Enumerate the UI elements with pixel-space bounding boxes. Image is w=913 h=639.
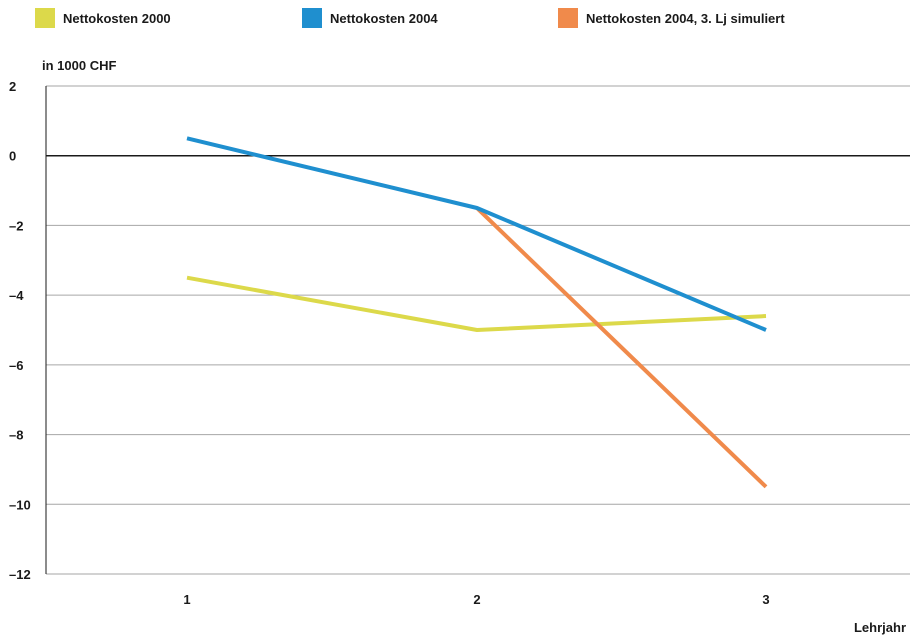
y-tick-label: 2: [9, 79, 16, 94]
legend-swatch-nettokosten-2004: [302, 8, 322, 28]
x-tick-label: 3: [762, 592, 769, 607]
series-line-2: [475, 206, 768, 489]
y-tick-label: –8: [9, 428, 23, 443]
series-layer: [186, 136, 768, 489]
legend-item-nettokosten-2000: Nettokosten 2000: [35, 8, 171, 28]
legend-item-nettokosten-2004: Nettokosten 2004: [302, 8, 438, 28]
y-tick-label: –12: [9, 567, 31, 582]
x-tick-label: 1: [183, 592, 190, 607]
y-tick-label: –4: [9, 288, 24, 303]
grid-layer: [45, 85, 910, 575]
legend-label-nettokosten-2000: Nettokosten 2000: [63, 10, 171, 26]
legend-swatch-nettokosten-2004-simuliert: [558, 8, 578, 28]
y-axis-title: in 1000 CHF: [42, 58, 116, 73]
chart-legend: Nettokosten 2000 Nettokosten 2004 Nettok…: [0, 0, 913, 40]
legend-item-nettokosten-2004-simuliert: Nettokosten 2004, 3. Lj simuliert: [558, 8, 785, 28]
y-tick-label: –6: [9, 358, 23, 373]
legend-label-nettokosten-2004: Nettokosten 2004: [330, 10, 438, 26]
y-tick-label: –10: [9, 497, 31, 512]
legend-swatch-nettokosten-2000: [35, 8, 55, 28]
x-axis-title: Lehrjahr: [854, 620, 906, 635]
y-tick-label: –2: [9, 218, 23, 233]
series-line-0: [186, 275, 767, 332]
legend-label-nettokosten-2004-simuliert: Nettokosten 2004, 3. Lj simuliert: [586, 10, 785, 26]
x-tick-label: 2: [473, 592, 480, 607]
y-tick-label: 0: [9, 149, 16, 164]
series-line-1: [186, 136, 767, 332]
label-layer: 2 0 –2 –4 –6 –8 –10 –12 1 2 3: [9, 79, 770, 607]
